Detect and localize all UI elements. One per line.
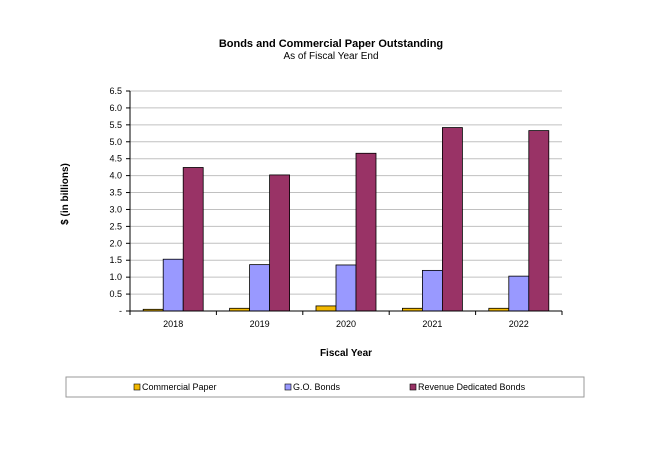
- bar-revenue-dedicated-bonds-2021: [441, 127, 463, 312]
- y-tick-label: 4.5: [109, 154, 122, 164]
- y-tick-label: 1.0: [109, 272, 122, 282]
- x-tick-label: 2019: [250, 319, 270, 329]
- axes: [126, 90, 563, 315]
- y-tick-label: 4.0: [109, 171, 122, 181]
- y-tick-label: 3.5: [109, 188, 122, 198]
- bars: [142, 127, 550, 312]
- bar-g-o-bonds-2018: [162, 258, 184, 312]
- chart-subtitle: As of Fiscal Year End: [283, 51, 378, 62]
- x-tick-label: 2022: [509, 319, 529, 329]
- bar-g-o-bonds-2020: [335, 264, 357, 312]
- x-tick-labels: 2018 2019 2020 2021 2022: [163, 319, 529, 329]
- legend-swatch: [133, 383, 141, 391]
- bar-revenue-dedicated-bonds-2022: [528, 130, 550, 312]
- bar-commercial-paper-2020: [315, 305, 337, 312]
- legend-label: G.O. Bonds: [293, 382, 341, 392]
- bar-revenue-dedicated-bonds-2019: [269, 174, 291, 312]
- chart-title: Bonds and Commercial Paper Outstanding: [219, 38, 443, 50]
- y-tick-label: 3.0: [109, 204, 122, 214]
- bar-revenue-dedicated-bonds-2018: [182, 167, 204, 312]
- y-axis-title: $ (in billions): [60, 163, 71, 225]
- x-axis-title: Fiscal Year: [320, 348, 372, 359]
- y-tick-label: 2.5: [109, 221, 122, 231]
- x-tick-label: 2020: [336, 319, 356, 329]
- y-tick-label: 6.0: [109, 103, 122, 113]
- y-tick-label: 1.5: [109, 255, 122, 265]
- bar-g-o-bonds-2022: [508, 275, 530, 312]
- bar-g-o-bonds-2021: [421, 269, 443, 312]
- legend-swatch: [409, 383, 417, 391]
- legend-swatch: [284, 383, 292, 391]
- bar-g-o-bonds-2019: [249, 264, 271, 312]
- y-tick-label: -: [119, 306, 122, 316]
- y-tick-label: 5.0: [109, 137, 122, 147]
- y-tick-label: 5.5: [109, 120, 122, 130]
- y-tick-label: 0.5: [109, 289, 122, 299]
- y-tick-labels: - 0.5 1.0 1.5 2.0 2.5 3.0 3.5 4.0 4.5 5.0 5.5 6.0 6.5: [109, 86, 122, 316]
- legend: Commercial Paper G.O. Bonds Revenue Dedica…: [65, 376, 585, 398]
- x-tick-label: 2018: [163, 319, 183, 329]
- y-tick-label: 2.0: [109, 238, 122, 248]
- y-tick-label: 6.5: [109, 86, 122, 96]
- x-tick-label: 2021: [422, 319, 442, 329]
- legend-label: Revenue Dedicated Bonds: [418, 382, 526, 392]
- legend-label: Commercial Paper: [142, 382, 217, 392]
- legend-box: [65, 376, 585, 398]
- bar-revenue-dedicated-bonds-2020: [355, 152, 377, 312]
